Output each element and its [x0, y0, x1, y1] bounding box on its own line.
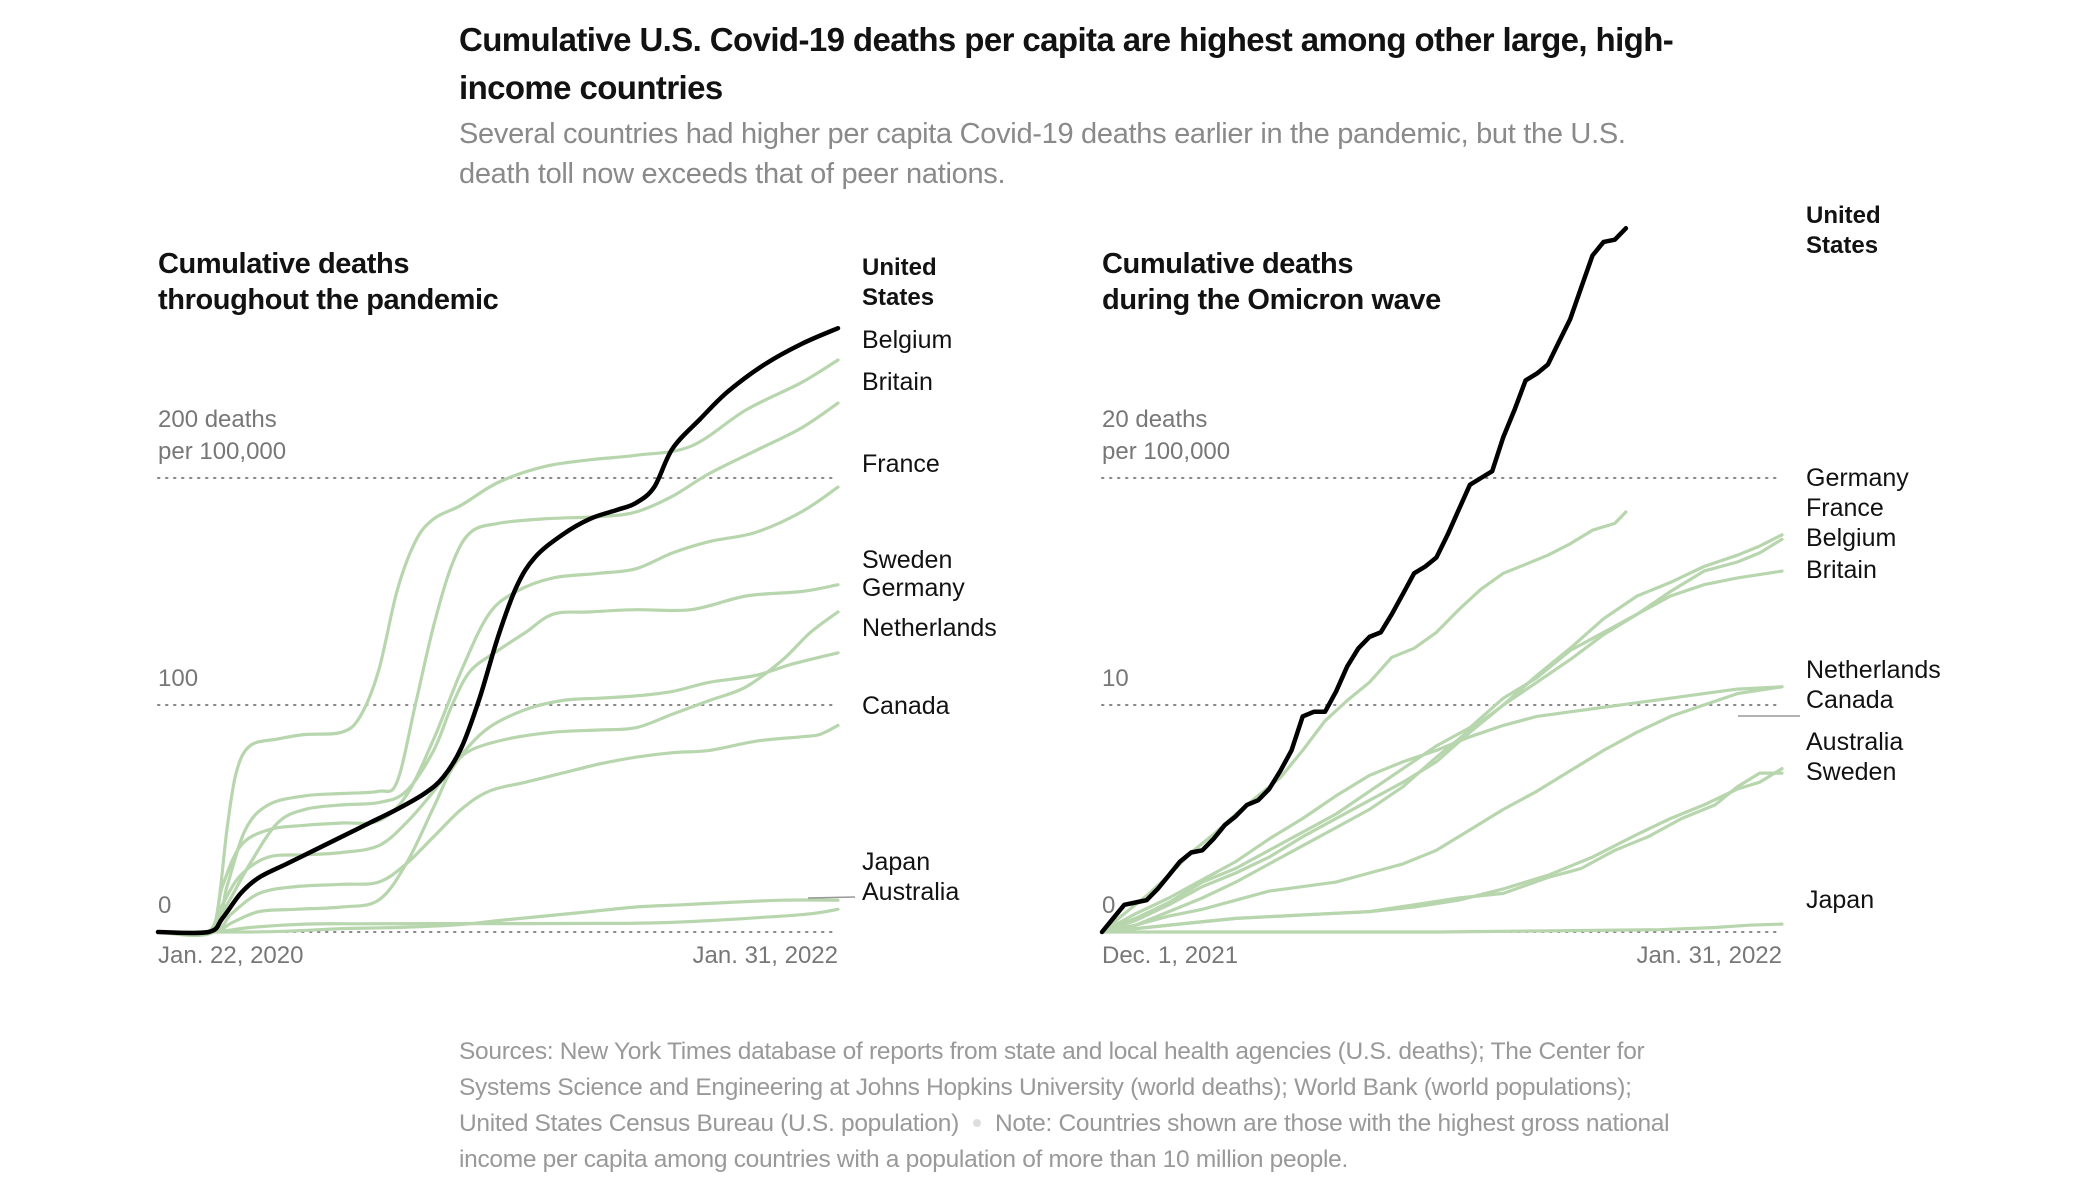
left-series-line-sweden: [156, 583, 840, 936]
left-series-label-sweden: Sweden: [862, 546, 953, 574]
left-y-tick-label: 100: [158, 665, 199, 692]
right-series-line-sweden: [1100, 771, 1784, 934]
left-series-line-germany: [156, 610, 840, 935]
sources-text: Sources: New York Times database of repo…: [459, 1038, 1645, 1137]
left-chart-title-line-1: Cumulative deaths: [158, 248, 410, 280]
left-y-tick-label: 200 deaths: [158, 406, 277, 433]
left-x-tick-label-end: Jan. 31, 2022: [692, 942, 838, 969]
footer: Sources: New York Times database of repo…: [459, 1034, 1699, 1178]
left-series-label-germany: Germany: [862, 574, 965, 602]
left-series-label-france: France: [862, 450, 940, 478]
right-chart-title-line-2: during the Omicron wave: [1102, 284, 1441, 316]
right-series-label-germany: Germany: [1806, 464, 1909, 492]
left-series-label-britain: Britain: [862, 368, 933, 396]
left-series-line-united-states: [155, 325, 841, 936]
subhead: Several countries had higher per capita …: [459, 118, 1626, 190]
right-y-tick-label: 10: [1102, 665, 1129, 692]
separator-dot-icon: [972, 1118, 981, 1127]
right-series-label-united-states: States: [1806, 232, 1879, 259]
right-series-label-belgium: Belgium: [1806, 524, 1897, 552]
right-series-label-australia: Australia: [1806, 728, 1904, 756]
right-x-tick-label-end: Jan. 31, 2022: [1636, 942, 1782, 969]
right-y-tick-label: 20 deaths: [1102, 406, 1208, 433]
left-series-label-australia: Australia: [862, 878, 960, 906]
left-series-line-britain: [156, 401, 840, 937]
right-series-label-netherlands: Netherlands: [1806, 656, 1941, 684]
left-series-line-canada: [156, 723, 840, 935]
right-series-label-united-states: United: [1806, 202, 1881, 229]
right-series-line-netherlands: [1100, 685, 1784, 934]
right-series-label-japan: Japan: [1806, 886, 1875, 914]
right-series-label-canada: Canada: [1806, 686, 1894, 714]
left-series-line-france: [156, 485, 840, 937]
right-series-line-japan: [1100, 922, 1784, 934]
left-series-label-japan: Japan: [862, 848, 931, 876]
right-series-line-canada: [1100, 685, 1784, 934]
left-y-tick-label: per 100,000: [158, 438, 287, 465]
right-series-line-united-states: [1099, 226, 1629, 935]
left-series-label-netherlands: Netherlands: [862, 614, 997, 642]
left-chart-title-line-2: throughout the pandemic: [158, 284, 499, 316]
right-chart-title-line-1: Cumulative deaths: [1102, 248, 1354, 280]
headline: Cumulative U.S. Covid-19 deaths per capi…: [459, 21, 1674, 106]
left-series-label-united-states: States: [862, 284, 935, 311]
left-series-label-belgium: Belgium: [862, 326, 953, 354]
left-series-label-canada: Canada: [862, 692, 950, 720]
right-x-tick-label-start: Dec. 1, 2021: [1102, 942, 1239, 969]
left-series-label-united-states: United: [862, 254, 937, 281]
right-y-tick-label: 0: [1102, 892, 1116, 919]
left-y-tick-label: 0: [158, 892, 172, 919]
left-x-tick-label-start: Jan. 22, 2020: [158, 942, 304, 969]
right-y-tick-label: per 100,000: [1102, 438, 1231, 465]
left-chart-title: Cumulative deaths throughout the pandemi…: [158, 246, 499, 318]
right-series-line-germany: [1100, 510, 1628, 934]
note-text: Note: Countries shown are those with the…: [459, 1110, 1670, 1173]
right-series-label-britain: Britain: [1806, 556, 1877, 584]
left-series-line-netherlands: [156, 651, 840, 936]
left-leader-line-australia: [807, 896, 856, 899]
right-chart-title: Cumulative deaths during the Omicron wav…: [1102, 246, 1441, 318]
right-series-line-france: [1100, 533, 1784, 934]
left-series-line-belgium: [156, 358, 840, 936]
right-series-line-britain: [1100, 569, 1784, 934]
right-series-label-france: France: [1806, 494, 1884, 522]
right-series-line-belgium: [1100, 537, 1784, 934]
left-series-line-japan: [156, 898, 840, 934]
right-series-label-sweden: Sweden: [1806, 758, 1897, 786]
left-series-line-australia: [156, 907, 840, 934]
